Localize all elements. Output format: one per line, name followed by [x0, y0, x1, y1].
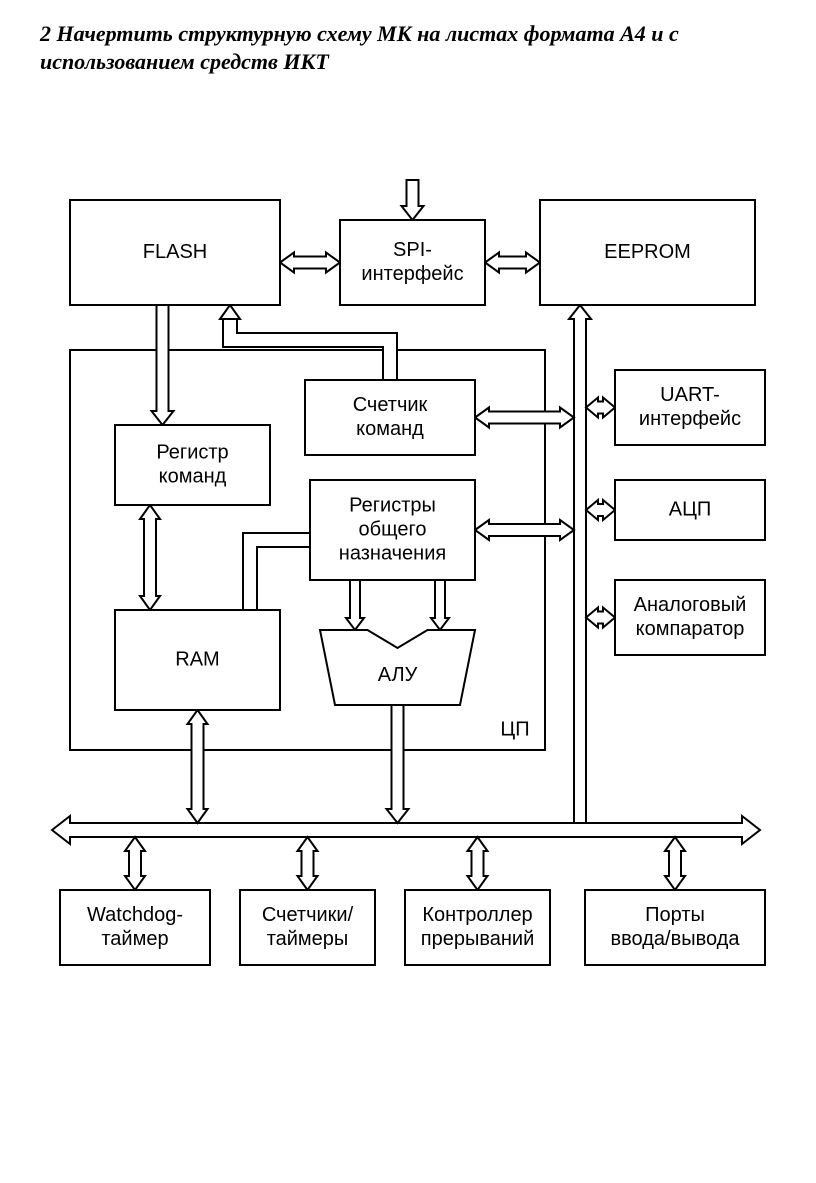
spi-label: SPI-	[393, 239, 432, 261]
uart-label: UART-	[660, 384, 720, 406]
anacomp-label: компаратор	[636, 618, 745, 640]
spi-label: интерфейс	[361, 263, 463, 285]
gpr-label: Регистры	[349, 494, 436, 516]
timers-label: таймеры	[267, 928, 349, 950]
gpr-label: назначения	[339, 542, 446, 564]
uart-label: интерфейс	[639, 408, 741, 430]
ioports-label: Порты	[645, 904, 705, 926]
cpu-label: ЦП	[500, 718, 529, 740]
alu-label: АЛУ	[378, 664, 418, 686]
cmd_cnt-label: Счетчик	[353, 394, 428, 416]
cmd_cnt-label: команд	[356, 418, 424, 440]
watchdog-label: таймер	[101, 928, 168, 950]
adc-label: АЦП	[669, 498, 712, 520]
flash-label: FLASH	[143, 241, 207, 263]
anacomp-label: Аналоговый	[634, 594, 747, 616]
watchdog-label: Watchdog-	[87, 904, 183, 926]
mk-structure-diagram: АЛУFLASHSPI-интерфейсEEPROMСчетчиккоманд…	[40, 170, 770, 1000]
gpr-label: общего	[359, 518, 427, 540]
eeprom-label: EEPROM	[604, 241, 691, 263]
intctrl-label: прерываний	[421, 928, 535, 950]
timers-label: Счетчики/	[262, 904, 354, 926]
cmd_reg-label: Регистр	[156, 441, 228, 463]
intctrl-label: Контроллер	[422, 904, 532, 926]
ioports-label: ввода/вывода	[611, 928, 741, 950]
heading-line1: 2 Начертить структурную схему МК на лист…	[40, 21, 679, 46]
cmd_reg-label: команд	[159, 465, 227, 487]
ram-label: RAM	[175, 648, 219, 670]
heading-line2: использованием средств ИКТ	[40, 49, 329, 74]
